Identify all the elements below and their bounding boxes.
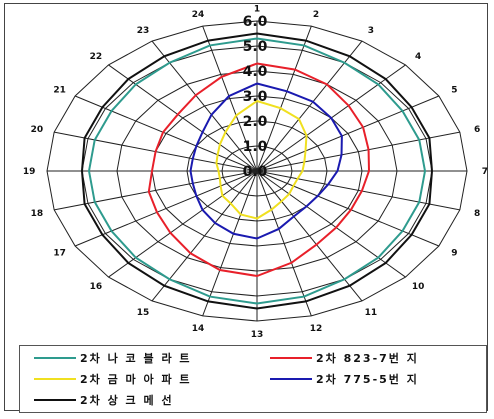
angle-label: 11 <box>365 308 378 318</box>
radial-tick-label: 6.0 <box>243 14 268 30</box>
angle-label: 12 <box>310 324 323 334</box>
grid-spoke <box>256 170 312 317</box>
grid-spoke <box>202 170 258 317</box>
series-line-2 <box>215 99 308 220</box>
legend-item: 2차 금 마 아 파 트 <box>34 370 192 388</box>
grid-spoke <box>256 170 406 278</box>
series-line-1 <box>147 62 371 278</box>
angle-label: 20 <box>31 125 44 135</box>
grid-spoke <box>256 25 312 172</box>
radial-tick-label: 3.0 <box>243 89 268 105</box>
angle-label: 18 <box>31 209 44 219</box>
angle-label: 23 <box>137 26 150 36</box>
grid-spoke <box>108 64 258 172</box>
angle-label: 14 <box>192 324 205 334</box>
angle-label: 15 <box>137 308 150 318</box>
legend-swatch <box>34 399 76 401</box>
angle-label: 17 <box>53 248 66 258</box>
legend-label: 2차 823-7번 지 <box>316 352 419 365</box>
series-line-0 <box>87 37 427 305</box>
legend-swatch <box>270 378 312 380</box>
grid-spoke <box>256 131 460 172</box>
legend-item: 2차 나 코 블 라 트 <box>34 349 192 367</box>
series-line-4 <box>80 32 434 310</box>
legend-label: 2차 나 코 블 라 트 <box>80 352 192 365</box>
legend-label: 2차 금 마 아 파 트 <box>80 373 192 386</box>
legend-item: 2차 775-5번 지 <box>270 370 419 388</box>
legend-item: 2차 823-7번 지 <box>270 349 419 367</box>
angle-label: 9 <box>451 248 457 258</box>
legend-label: 2차 상 크 메 선 <box>80 394 174 407</box>
legend-swatch <box>34 378 76 380</box>
legend: 2차 나 코 블 라 트 2차 823-7번 지 2차 금 마 아 파 트 2차 77… <box>19 345 487 413</box>
angle-label: 2 <box>313 10 319 20</box>
grid-spoke <box>108 170 258 278</box>
chart-frame: 1 2 3 4 5 6 7 8 9 10 11 12 13 14 15 16 17 18 19 20 21 22 23 24 0… <box>4 3 488 413</box>
radial-tick-label: 4.0 <box>243 64 268 80</box>
legend-item: 2차 상 크 메 선 <box>34 391 174 409</box>
grid-spoke <box>74 170 258 247</box>
grid-spoke <box>256 170 460 211</box>
grid-spoke <box>256 170 363 302</box>
angle-label: 6 <box>474 125 480 135</box>
grid-spoke <box>151 40 258 172</box>
angle-label: 22 <box>90 52 103 62</box>
grid-spoke <box>256 95 440 172</box>
angle-label: 5 <box>451 86 457 96</box>
radar-chart: 1234567891011121314151617181920212223240… <box>23 4 488 340</box>
angle-label: 4 <box>415 52 421 62</box>
grid-spoke <box>202 25 258 172</box>
radial-tick-label: 0.0 <box>243 164 268 180</box>
angle-label: 13 <box>251 330 264 340</box>
radial-tick-label: 1.0 <box>243 139 268 155</box>
grid-spoke <box>256 170 440 247</box>
radial-tick-label: 2.0 <box>243 114 268 130</box>
series-line-3 <box>189 82 343 240</box>
angle-label: 21 <box>53 86 66 96</box>
angle-label: 8 <box>474 209 480 219</box>
angle-label: 1 <box>254 4 260 14</box>
grid-spoke <box>54 170 258 211</box>
angle-label: 10 <box>412 282 425 292</box>
angle-label: 16 <box>90 282 103 292</box>
angle-label: 19 <box>23 167 36 177</box>
grid-spoke <box>74 95 258 172</box>
legend-swatch <box>270 357 312 359</box>
legend-label: 2차 775-5번 지 <box>316 373 419 386</box>
radial-tick-label: 5.0 <box>243 39 268 55</box>
legend-swatch <box>34 357 76 359</box>
angle-label: 7 <box>482 167 488 177</box>
angle-label: 24 <box>192 10 205 20</box>
angle-label: 3 <box>368 26 374 36</box>
